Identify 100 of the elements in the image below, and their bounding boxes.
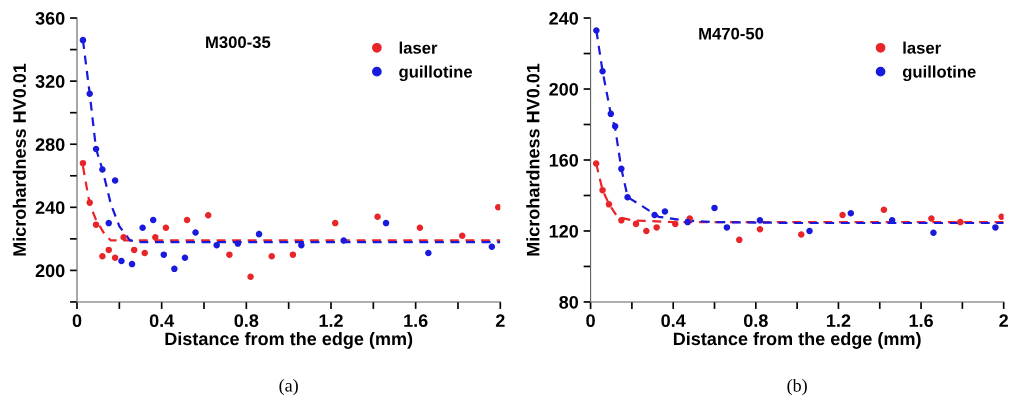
point	[736, 236, 743, 244]
point	[723, 224, 731, 231]
point	[806, 227, 813, 235]
point	[99, 166, 106, 173]
y-tick-label: 320	[35, 75, 65, 88]
point	[340, 237, 347, 244]
point	[847, 209, 855, 217]
point	[416, 224, 424, 232]
x-tick-label: 1.6	[404, 314, 428, 328]
point	[880, 206, 888, 213]
point	[599, 186, 606, 194]
point	[141, 249, 148, 257]
x-tick-label: 0.4	[149, 314, 175, 328]
point	[593, 27, 600, 34]
point	[79, 36, 87, 44]
point	[139, 224, 146, 232]
point	[192, 229, 199, 236]
point	[213, 241, 220, 249]
legend-label: guillotine	[399, 65, 473, 82]
point	[92, 221, 100, 228]
point	[92, 145, 100, 153]
legend-label: laser	[399, 41, 438, 54]
point	[162, 224, 170, 232]
point	[111, 254, 119, 262]
point	[632, 220, 640, 228]
point	[105, 246, 113, 254]
point	[152, 234, 159, 241]
point	[118, 257, 125, 265]
point	[289, 251, 297, 258]
point	[171, 265, 178, 273]
point	[382, 219, 390, 227]
point	[130, 246, 138, 254]
point	[798, 231, 805, 238]
point	[247, 273, 254, 280]
point	[160, 251, 168, 258]
point	[756, 217, 764, 224]
point	[998, 213, 1004, 221]
point	[624, 194, 631, 201]
y-axis-title: Microhardness HV0.01	[12, 63, 26, 256]
point	[957, 218, 964, 226]
x-tick-label: 1.2	[827, 314, 851, 327]
x-tick-label: 2	[999, 314, 1008, 327]
y-tick-label: 80	[559, 295, 579, 309]
y-tick-label: 280	[35, 138, 65, 151]
x-tick-label: 0.8	[743, 314, 768, 328]
point	[672, 220, 679, 228]
x-axis-title: Distance from the edge (mm)	[165, 331, 413, 349]
point	[234, 240, 242, 247]
point	[374, 213, 381, 221]
point	[605, 201, 613, 208]
point	[105, 219, 113, 227]
point	[611, 123, 619, 130]
text: (b)	[787, 378, 807, 396]
point	[839, 211, 846, 219]
legend-label: laser	[903, 41, 941, 54]
point	[653, 224, 660, 231]
point	[268, 252, 275, 260]
y-tick-label: 240	[549, 11, 579, 25]
point	[643, 227, 650, 235]
x-axis-title: Distance from the edge (mm)	[673, 331, 921, 349]
point	[607, 110, 615, 118]
text: (a)	[279, 378, 298, 396]
x-tick-label: 0	[586, 314, 595, 328]
point	[458, 232, 466, 239]
point	[592, 160, 600, 167]
point	[111, 177, 119, 184]
point	[331, 219, 339, 227]
point	[204, 211, 212, 219]
point	[684, 218, 691, 226]
point	[756, 225, 764, 233]
point	[661, 208, 669, 215]
point	[120, 234, 127, 241]
point	[128, 260, 136, 268]
point	[79, 159, 87, 167]
point	[651, 211, 658, 219]
point	[298, 241, 305, 249]
y-tick-label: 200	[549, 82, 579, 96]
x-tick-label: 0.4	[661, 314, 686, 328]
y-tick-label: 160	[549, 153, 579, 167]
point	[86, 90, 93, 98]
point	[599, 68, 606, 75]
text: M300-35	[206, 36, 271, 49]
y-tick-label: 240	[35, 201, 65, 215]
point	[930, 229, 937, 237]
point	[494, 204, 501, 211]
point	[86, 199, 93, 206]
y-tick-label: 120	[549, 224, 579, 238]
point	[181, 254, 189, 262]
point	[618, 165, 625, 173]
x-tick-label: 2	[495, 314, 505, 327]
point	[226, 251, 233, 258]
y-tick-label: 360	[35, 11, 65, 25]
x-tick-label: 1.2	[319, 314, 343, 327]
x-tick-label: 1.6	[909, 314, 933, 328]
y-axis-title: Microhardness HV0.01	[526, 63, 540, 256]
x-tick-label: 0.8	[234, 314, 259, 328]
point	[928, 215, 935, 222]
chart-title: M470-50	[699, 27, 764, 40]
point	[183, 216, 191, 224]
point	[425, 249, 432, 257]
